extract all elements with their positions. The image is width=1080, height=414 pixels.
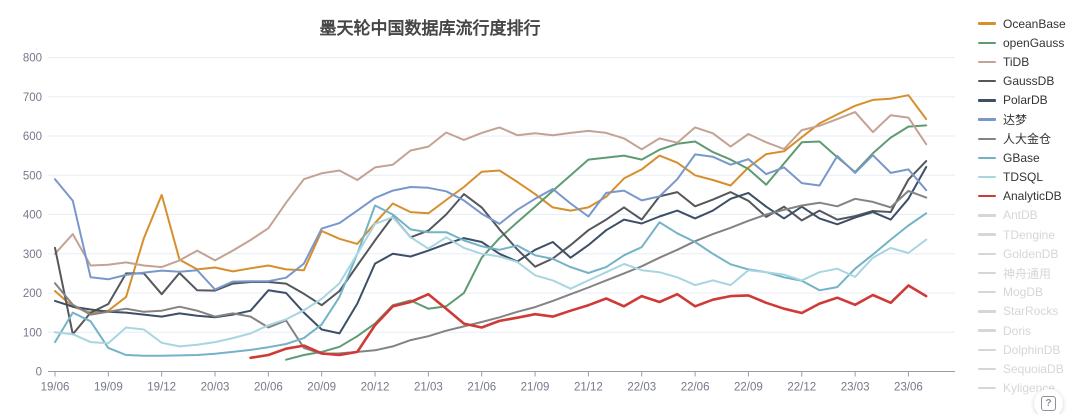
legend-item-label: AnalyticDB <box>1003 189 1062 204</box>
y-axis-label-800: 800 <box>23 53 42 65</box>
series-line-TDSQL <box>54 216 928 348</box>
legend-line-swatch <box>978 367 996 371</box>
series-line-OceanBase <box>54 94 928 314</box>
legend-item-DolphinDB[interactable]: DolphinDB <box>978 340 1080 359</box>
x-axis-label-19/06: 19/06 <box>41 382 70 394</box>
legend-line-swatch <box>978 271 996 275</box>
series-line-GBase <box>54 204 928 357</box>
x-axis-label-19/12: 19/12 <box>147 382 176 394</box>
x-axis-label-21/03: 21/03 <box>414 382 443 394</box>
legend-line-swatch <box>978 175 996 179</box>
series-line-AnalyticDB <box>249 284 928 360</box>
legend-item-label: openGauss <box>1003 35 1065 50</box>
legend-item-GoldenDB[interactable]: GoldenDB <box>978 244 1080 263</box>
legend-line-swatch <box>978 99 996 102</box>
legend-item-TDengine[interactable]: TDengine <box>978 225 1080 244</box>
legend-item-Doris[interactable]: Doris <box>978 321 1080 340</box>
x-axis-label-23/03: 23/03 <box>841 382 870 394</box>
y-axis-label-100: 100 <box>23 327 42 339</box>
legend-item-label: TiDB <box>1003 54 1030 69</box>
legend-line-swatch <box>978 118 996 121</box>
legend-item-达梦[interactable]: 达梦 <box>978 110 1080 129</box>
x-axis-label-23/06: 23/06 <box>894 382 923 394</box>
y-axis-label-600: 600 <box>23 131 42 143</box>
legend-item-label: 达梦 <box>1003 113 1028 128</box>
legend-item-label: MogDB <box>1003 285 1044 300</box>
legend-item-人大金仓[interactable]: 人大金仓 <box>978 129 1080 148</box>
legend-line-swatch <box>978 22 996 25</box>
x-axis-label-22/09: 22/09 <box>734 382 763 394</box>
series-line-达梦 <box>54 153 928 291</box>
legend-line-swatch <box>978 291 996 294</box>
legend-item-label: PolarDB <box>1003 93 1048 108</box>
legend-item-label: DolphinDB <box>1003 342 1061 357</box>
legend-item-label: SequoiaDB <box>1003 361 1064 376</box>
legend-item-label: TDengine <box>1003 227 1056 242</box>
x-axis-label-20/03: 20/03 <box>201 382 230 394</box>
x-axis-label-20/09: 20/09 <box>307 382 336 394</box>
legend-item-SequoiaDB[interactable]: SequoiaDB <box>978 359 1080 378</box>
x-axis-label-22/03: 22/03 <box>627 382 656 394</box>
legend-item-label: GaussDB <box>1003 74 1055 89</box>
legend-item-StarRocks[interactable]: StarRocks <box>978 302 1080 321</box>
legend-item-label: Doris <box>1003 323 1032 338</box>
legend-line-swatch <box>978 348 996 351</box>
legend-item-GBase[interactable]: GBase <box>978 148 1080 167</box>
legend-line-swatch <box>978 310 996 313</box>
legend-item-label: StarRocks <box>1003 304 1059 319</box>
y-axis-label-500: 500 <box>23 170 42 182</box>
legend-line-swatch <box>978 329 996 332</box>
legend-line-swatch <box>978 386 996 390</box>
legend-item-label: AntDB <box>1003 208 1038 223</box>
series-line-人大金仓 <box>54 189 928 355</box>
legend-item-label: TDSQL <box>1003 170 1044 185</box>
y-axis-label-0: 0 <box>36 367 42 379</box>
legend-item-label: OceanBase <box>1003 16 1066 31</box>
legend-item-Kyligence[interactable]: Kyligence <box>978 379 1080 398</box>
legend-item-openGauss[interactable]: openGauss <box>978 33 1080 52</box>
x-axis-label-21/12: 21/12 <box>574 382 603 394</box>
legend-line-swatch <box>978 137 996 140</box>
legend-item-label: GBase <box>1003 150 1040 165</box>
y-axis-label-200: 200 <box>23 288 42 300</box>
legend-item-label: GoldenDB <box>1003 246 1059 261</box>
x-axis-label-20/06: 20/06 <box>254 382 283 394</box>
legend-line-swatch <box>978 60 996 64</box>
legend-line-swatch <box>978 233 996 236</box>
help-button[interactable]: ? <box>1034 389 1063 414</box>
y-axis-label-400: 400 <box>23 210 42 222</box>
legend-item-OceanBase[interactable]: OceanBase <box>978 14 1080 33</box>
legend-item-GaussDB[interactable]: GaussDB <box>978 72 1080 91</box>
y-axis-label-300: 300 <box>23 249 42 261</box>
series-line-TiDB <box>54 111 928 269</box>
legend-line-swatch <box>978 156 996 160</box>
chart-title: 墨天轮中国数据库流行度排行 <box>319 19 541 38</box>
legend-item-AnalyticDB[interactable]: AnalyticDB <box>978 187 1080 206</box>
legend-line-swatch <box>978 214 996 217</box>
x-axis-label-22/12: 22/12 <box>787 382 816 394</box>
legend-line-swatch <box>978 195 996 198</box>
legend-item-神舟通用[interactable]: 神舟通用 <box>978 263 1080 282</box>
legend-item-label: 人大金仓 <box>1003 132 1052 147</box>
legend-item-MogDB[interactable]: MogDB <box>978 283 1080 302</box>
y-axis-label-700: 700 <box>23 92 42 104</box>
legend-item-TDSQL[interactable]: TDSQL <box>978 168 1080 187</box>
x-axis-label-22/06: 22/06 <box>681 382 710 394</box>
x-axis-label-21/06: 21/06 <box>467 382 496 394</box>
x-axis-label-21/09: 21/09 <box>521 382 550 394</box>
legend-line-swatch <box>978 41 996 44</box>
chart-legend: OceanBase openGauss TiDB GaussDB PolarDB 达梦人大… <box>978 14 1080 398</box>
x-axis-label-19/09: 19/09 <box>94 382 123 394</box>
series-line-openGauss <box>285 124 928 361</box>
legend-item-label: 神舟通用 <box>1003 266 1052 281</box>
legend-line-swatch <box>978 252 996 256</box>
legend-item-PolarDB[interactable]: PolarDB <box>978 91 1080 110</box>
legend-line-swatch <box>978 79 996 83</box>
x-axis-label-20/12: 20/12 <box>361 382 390 394</box>
legend-item-TiDB[interactable]: TiDB <box>978 52 1080 71</box>
question-mark-icon: ? <box>1041 396 1056 411</box>
legend-item-AntDB[interactable]: AntDB <box>978 206 1080 225</box>
